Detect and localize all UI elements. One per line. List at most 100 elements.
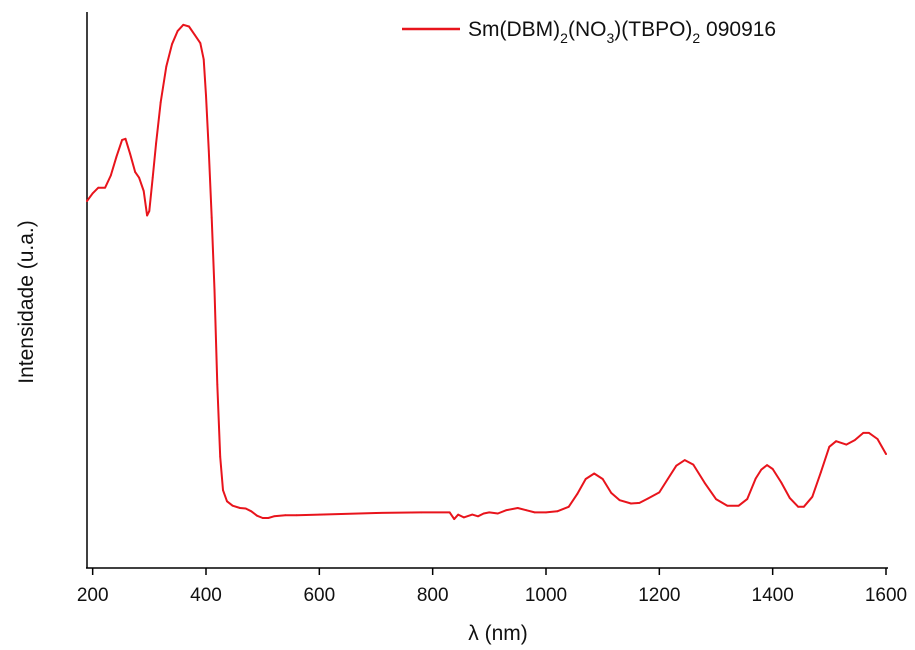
series-point <box>828 445 831 448</box>
series-point <box>505 509 508 512</box>
series-point <box>148 210 151 212</box>
series-point <box>115 155 118 158</box>
series-point <box>692 463 695 466</box>
legend-label: Sm(DBM)2(NO3)(TBPO)2 090916 <box>468 18 776 46</box>
series-point <box>471 513 474 516</box>
x-tick-label: 200 <box>77 585 109 606</box>
series-point <box>618 499 621 502</box>
series-point <box>666 478 669 480</box>
series-point <box>477 515 479 518</box>
series-point <box>766 464 768 466</box>
series-point <box>638 502 641 504</box>
series-point <box>244 507 247 510</box>
series-point <box>457 513 460 516</box>
legend-label-part: Sm(DBM) <box>468 18 560 41</box>
series-point <box>213 289 216 291</box>
legend-label-subscript: 3 <box>606 30 614 46</box>
series-point <box>295 514 298 517</box>
series-point <box>193 33 196 36</box>
series-points <box>86 23 887 520</box>
series-point <box>375 512 377 514</box>
series-point <box>545 511 547 514</box>
x-tick-label: 600 <box>303 585 335 606</box>
x-tick-label: 1000 <box>525 585 567 606</box>
series-point <box>448 511 451 514</box>
series-point <box>207 150 210 152</box>
series-point <box>853 439 856 441</box>
series-point <box>182 23 185 26</box>
series-point <box>675 464 678 467</box>
series-point <box>205 94 207 97</box>
series-point <box>250 510 253 513</box>
series-point <box>129 152 132 155</box>
series-point <box>797 505 800 508</box>
x-tick-label: 1400 <box>752 585 794 606</box>
series-point <box>556 510 559 513</box>
series-point <box>630 502 632 505</box>
legend-label-subscript: 2 <box>692 30 700 46</box>
series-point <box>231 504 234 507</box>
series-point <box>97 186 100 189</box>
series-line <box>86 23 887 521</box>
series-point <box>567 505 570 508</box>
series-point <box>216 383 219 386</box>
series-point <box>647 497 649 500</box>
series-point <box>715 498 717 500</box>
x-tick-label: 800 <box>417 585 449 606</box>
series-point <box>819 471 822 474</box>
x-ticks <box>91 568 887 575</box>
series-point <box>138 176 141 179</box>
series-point <box>862 432 865 434</box>
x-tick-labels: 200 400 600 800 1000 1200 1400 1600 <box>77 585 907 606</box>
series-point <box>788 497 791 499</box>
series-point <box>124 137 127 140</box>
series-point <box>420 511 423 514</box>
series-point <box>171 43 173 46</box>
series-point <box>165 65 168 68</box>
series-point <box>453 518 456 520</box>
x-axis-title: λ (nm) <box>468 622 528 645</box>
legend-label-part: (NO <box>568 18 607 41</box>
series-point <box>516 507 519 509</box>
series-point <box>593 472 596 475</box>
series-point <box>802 505 805 508</box>
series-point <box>737 504 740 507</box>
series-point <box>885 453 887 455</box>
legend-label-part: 090916 <box>700 18 776 41</box>
series-point <box>482 512 485 515</box>
y-axis-title: Intensidade (u.a.) <box>15 220 38 383</box>
series-point <box>658 491 661 494</box>
series-point <box>876 438 879 440</box>
series-point <box>104 186 106 189</box>
series-point <box>142 190 145 192</box>
series-point <box>811 495 814 498</box>
legend-label-subscript: 2 <box>560 30 568 46</box>
series-point <box>159 101 162 103</box>
series-point <box>176 30 179 32</box>
series-point <box>86 200 88 202</box>
series-point <box>222 489 224 492</box>
series-point <box>760 468 763 471</box>
series-point <box>146 214 149 217</box>
series-point <box>199 42 202 44</box>
series-point <box>256 514 258 517</box>
legend-label-part: )(TBPO) <box>614 18 692 41</box>
series-point <box>754 477 757 480</box>
series-point <box>610 492 613 494</box>
series-point <box>576 493 579 495</box>
series-point <box>726 504 729 507</box>
series-point <box>584 478 587 480</box>
series-point <box>134 171 137 174</box>
legend: Sm(DBM)2(NO3)(TBPO)2 090916 <box>402 18 776 46</box>
series-point <box>121 139 123 141</box>
series-point <box>746 498 749 500</box>
series-point <box>533 511 536 514</box>
series-point <box>109 174 112 177</box>
series-point <box>155 142 158 145</box>
plot-area: 200 400 600 800 1000 1200 1400 1600 <box>77 12 907 606</box>
series-point <box>267 517 270 519</box>
series-point <box>525 509 528 512</box>
series-point <box>845 443 848 446</box>
series-point <box>202 58 205 61</box>
